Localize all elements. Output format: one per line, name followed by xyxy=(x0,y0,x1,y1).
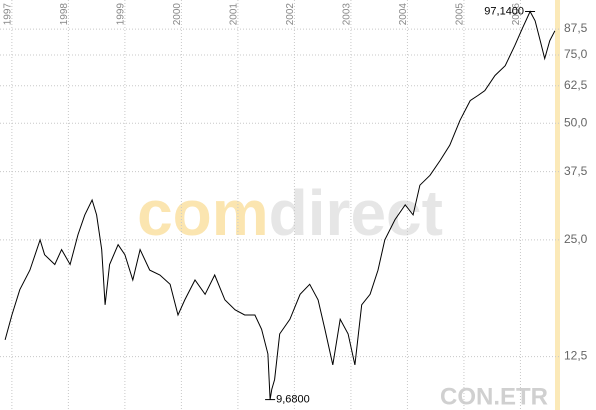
x-tick-label: 2004 xyxy=(398,3,409,26)
y-tick-label: 50,0 xyxy=(564,115,588,129)
x-tick-label: 2001 xyxy=(229,3,240,26)
symbol: CON.ETR xyxy=(440,383,548,410)
current-band xyxy=(555,0,560,410)
y-tick-label: 87,5 xyxy=(564,21,588,35)
x-tick-label: 2003 xyxy=(342,3,353,26)
x-tick-label: 1999 xyxy=(116,3,127,26)
watermark: comdirect xyxy=(137,177,443,249)
y-tick-label: 75,0 xyxy=(564,47,588,61)
annotation-label: 9,6800 xyxy=(276,394,310,406)
x-tick-label: 2005 xyxy=(455,3,466,26)
x-tick-label: 2002 xyxy=(285,3,296,26)
watermark-com: com xyxy=(137,177,269,249)
price-line xyxy=(4,10,556,400)
x-tick-label: 1997 xyxy=(3,3,14,26)
watermark-direct: direct xyxy=(269,177,443,249)
x-tick-label: 2000 xyxy=(172,3,183,26)
y-tick-label: 62,5 xyxy=(564,78,588,92)
y-tick-label: 37,5 xyxy=(564,164,588,178)
y-tick-label: 25,0 xyxy=(564,232,588,246)
x-tick-label: 1998 xyxy=(59,3,70,26)
x-tick-label: 2006 xyxy=(511,3,522,26)
annotation-label: 97,1400 xyxy=(484,5,524,17)
y-tick-label: 12,5 xyxy=(564,349,588,363)
